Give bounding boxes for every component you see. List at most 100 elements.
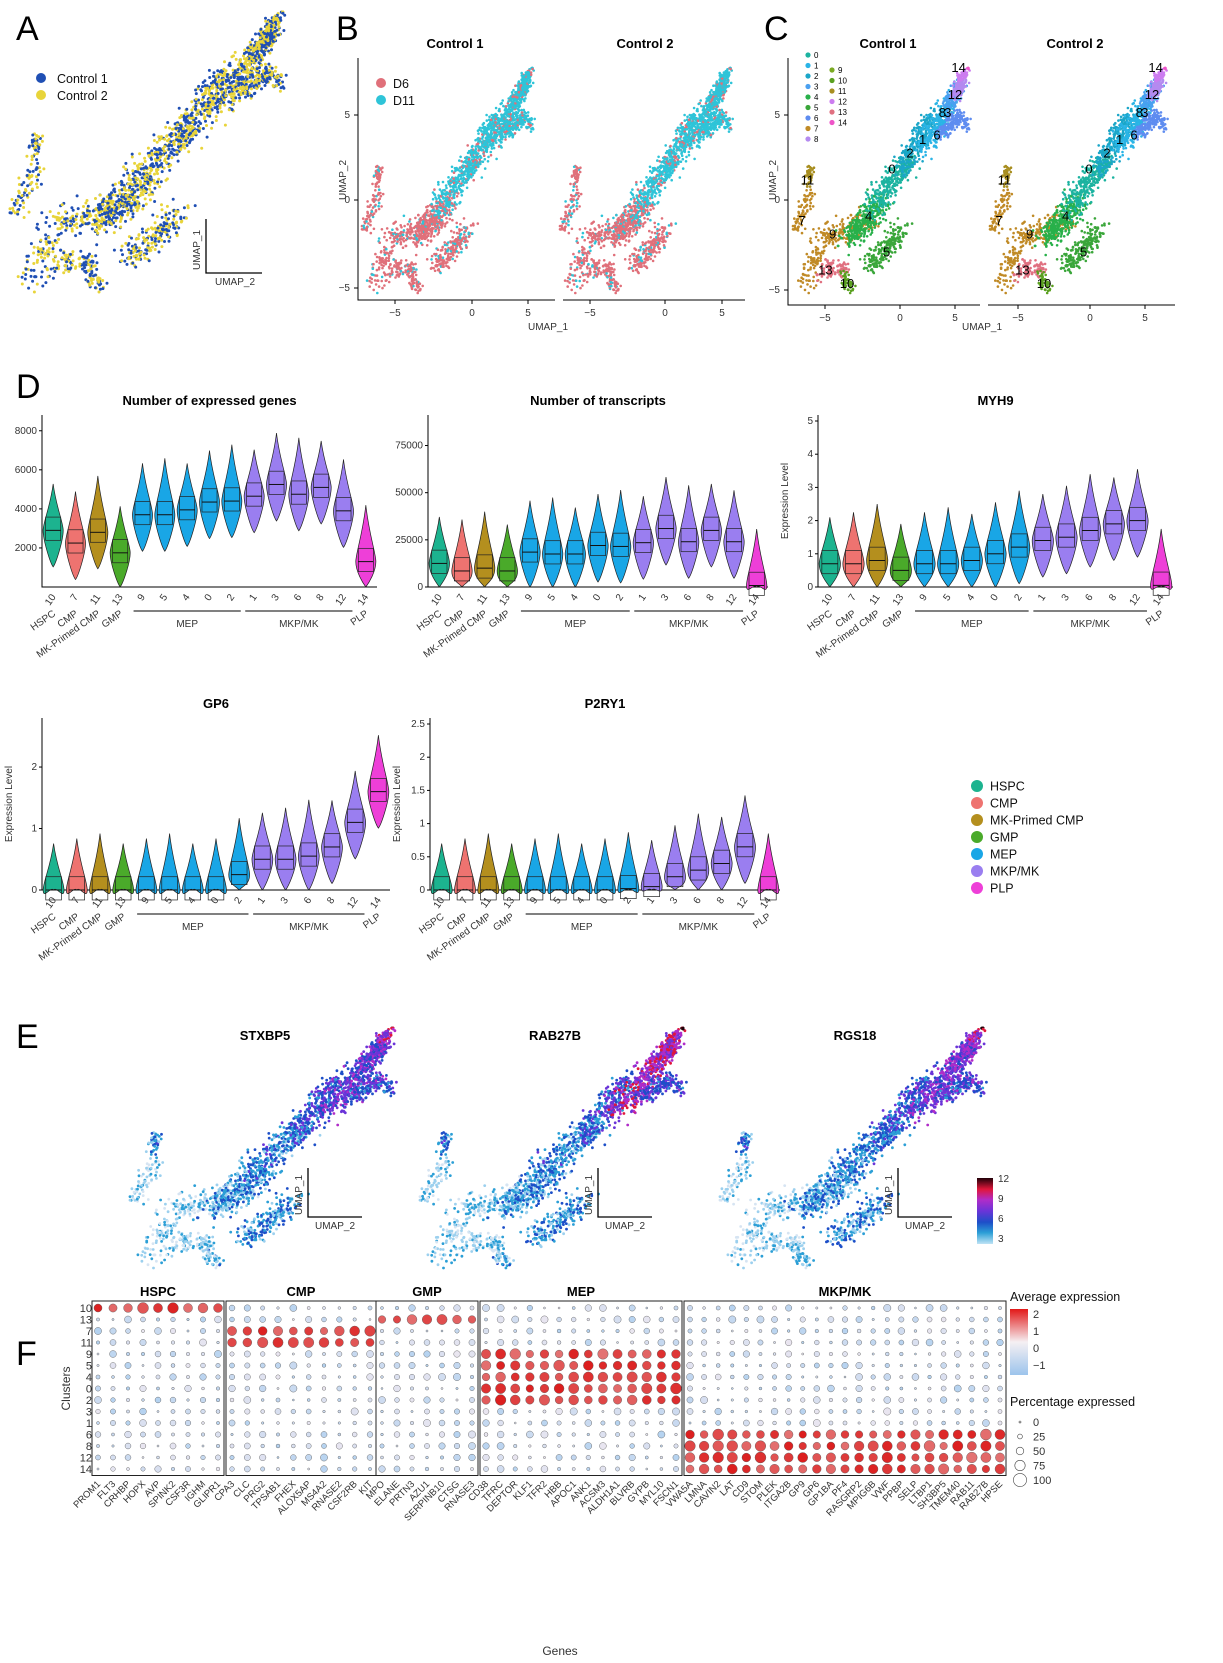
point xyxy=(510,91,514,94)
point xyxy=(124,194,128,197)
point xyxy=(420,225,423,229)
point xyxy=(175,150,179,154)
point xyxy=(401,238,404,241)
point xyxy=(476,142,480,145)
point xyxy=(499,123,503,126)
point xyxy=(460,168,463,172)
point xyxy=(215,107,219,111)
point xyxy=(381,166,384,169)
point xyxy=(106,201,110,205)
point xyxy=(437,180,440,184)
point xyxy=(453,190,456,194)
point xyxy=(566,214,569,217)
point xyxy=(71,250,75,254)
point xyxy=(138,171,142,175)
point xyxy=(385,256,388,260)
point xyxy=(260,87,263,91)
point xyxy=(377,185,380,188)
point xyxy=(223,123,227,127)
point xyxy=(602,238,606,242)
point xyxy=(152,179,156,182)
point xyxy=(425,210,429,213)
point xyxy=(64,268,68,272)
point xyxy=(249,46,253,50)
point xyxy=(514,125,517,128)
point xyxy=(248,70,252,74)
point xyxy=(529,73,533,77)
point xyxy=(594,234,598,238)
panel-letter-e: E xyxy=(16,1018,39,1056)
point xyxy=(138,179,142,183)
point xyxy=(249,94,253,97)
point xyxy=(95,229,99,233)
point xyxy=(375,255,379,259)
point xyxy=(114,219,118,223)
point xyxy=(116,194,120,198)
point xyxy=(367,222,370,225)
point xyxy=(228,92,232,96)
point xyxy=(29,268,33,272)
point xyxy=(407,264,411,267)
point xyxy=(200,98,204,102)
panel-letter-d: D xyxy=(16,368,41,406)
point xyxy=(90,254,94,258)
point xyxy=(111,211,115,215)
point xyxy=(98,213,102,217)
point xyxy=(578,275,582,279)
point xyxy=(471,222,475,225)
point xyxy=(181,127,185,131)
point xyxy=(444,222,447,225)
point xyxy=(184,139,188,143)
point xyxy=(388,275,392,278)
point xyxy=(194,116,198,120)
point xyxy=(487,140,491,144)
point xyxy=(87,258,91,262)
point xyxy=(29,242,33,246)
point xyxy=(563,279,567,282)
point xyxy=(444,184,448,187)
point xyxy=(501,135,505,139)
point xyxy=(75,222,79,226)
point xyxy=(20,183,24,187)
point xyxy=(142,236,146,240)
point xyxy=(370,273,374,276)
point xyxy=(174,231,178,235)
point xyxy=(144,177,148,181)
point xyxy=(267,29,271,33)
point xyxy=(250,87,253,91)
point xyxy=(157,250,161,254)
point xyxy=(383,251,386,254)
point xyxy=(452,183,456,187)
point xyxy=(476,129,480,132)
point xyxy=(135,209,139,213)
point xyxy=(119,248,123,252)
point xyxy=(159,223,163,227)
point xyxy=(520,108,523,112)
point xyxy=(432,209,435,212)
point xyxy=(124,241,128,245)
point xyxy=(438,211,442,214)
point xyxy=(414,230,417,233)
point xyxy=(468,164,471,168)
point xyxy=(524,94,527,97)
point xyxy=(502,104,505,108)
point xyxy=(196,124,200,128)
point xyxy=(111,183,115,187)
point xyxy=(139,167,143,171)
point xyxy=(238,72,242,76)
point xyxy=(28,170,32,174)
point xyxy=(51,244,55,247)
point xyxy=(257,81,261,85)
point xyxy=(184,129,188,133)
point xyxy=(123,259,127,263)
point xyxy=(97,280,101,284)
point xyxy=(45,242,49,246)
point xyxy=(129,182,132,186)
point xyxy=(89,267,93,271)
point xyxy=(195,113,199,117)
point xyxy=(119,225,123,229)
point xyxy=(411,230,414,233)
point xyxy=(265,25,269,29)
point xyxy=(409,222,413,226)
point xyxy=(217,80,221,83)
